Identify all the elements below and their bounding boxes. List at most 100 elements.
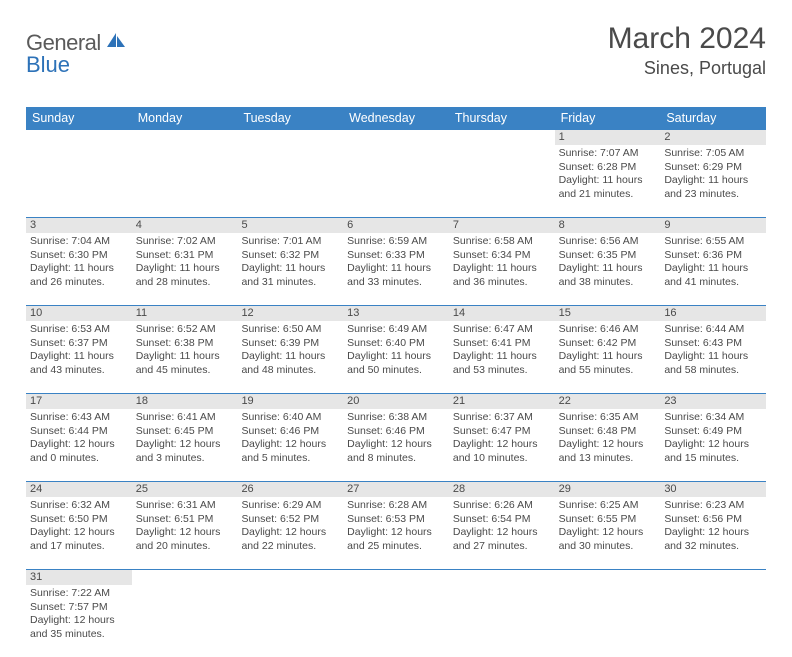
day-day2: and 53 minutes. bbox=[453, 364, 551, 378]
day-sunrise: Sunrise: 6:44 AM bbox=[664, 323, 762, 337]
day-cell: Sunrise: 6:52 AMSunset: 6:38 PMDaylight:… bbox=[132, 321, 238, 393]
day-cell: Sunrise: 6:58 AMSunset: 6:34 PMDaylight:… bbox=[449, 233, 555, 305]
day-day2: and 0 minutes. bbox=[30, 452, 128, 466]
day-cell: Sunrise: 6:35 AMSunset: 6:48 PMDaylight:… bbox=[555, 409, 661, 481]
day-day2: and 28 minutes. bbox=[136, 276, 234, 290]
day-day2: and 32 minutes. bbox=[664, 540, 762, 554]
day-number: 4 bbox=[132, 218, 238, 233]
day-day2: and 17 minutes. bbox=[30, 540, 128, 554]
day-day1: Daylight: 11 hours bbox=[453, 350, 551, 364]
day-number: 17 bbox=[26, 394, 132, 409]
day-day2: and 25 minutes. bbox=[347, 540, 445, 554]
day-number: 20 bbox=[343, 394, 449, 409]
day-day2: and 38 minutes. bbox=[559, 276, 657, 290]
day-day1: Daylight: 12 hours bbox=[559, 438, 657, 452]
day-sunrise: Sunrise: 6:52 AM bbox=[136, 323, 234, 337]
daynum-row: 3456789 bbox=[26, 218, 766, 233]
day-number bbox=[660, 570, 766, 585]
day-cell: Sunrise: 7:07 AMSunset: 6:28 PMDaylight:… bbox=[555, 145, 661, 217]
day-day1: Daylight: 11 hours bbox=[664, 262, 762, 276]
day-day1: Daylight: 11 hours bbox=[453, 262, 551, 276]
sail-icon bbox=[105, 32, 127, 55]
day-cell bbox=[660, 585, 766, 657]
day-number bbox=[449, 130, 555, 145]
week-row: Sunrise: 6:32 AMSunset: 6:50 PMDaylight:… bbox=[26, 497, 766, 570]
day-sunset: Sunset: 6:33 PM bbox=[347, 249, 445, 263]
day-day1: Daylight: 12 hours bbox=[453, 526, 551, 540]
day-day1: Daylight: 11 hours bbox=[664, 350, 762, 364]
day-sunset: Sunset: 6:44 PM bbox=[30, 425, 128, 439]
day-number: 18 bbox=[132, 394, 238, 409]
day-day2: and 15 minutes. bbox=[664, 452, 762, 466]
day-number: 31 bbox=[26, 570, 132, 585]
day-number bbox=[237, 570, 343, 585]
day-day2: and 23 minutes. bbox=[664, 188, 762, 202]
day-sunrise: Sunrise: 6:49 AM bbox=[347, 323, 445, 337]
day-day2: and 36 minutes. bbox=[453, 276, 551, 290]
day-day1: Daylight: 11 hours bbox=[559, 174, 657, 188]
day-cell bbox=[449, 585, 555, 657]
day-cell: Sunrise: 6:37 AMSunset: 6:47 PMDaylight:… bbox=[449, 409, 555, 481]
day-sunrise: Sunrise: 6:37 AM bbox=[453, 411, 551, 425]
calendar: SundayMondayTuesdayWednesdayThursdayFrid… bbox=[26, 107, 766, 657]
day-day1: Daylight: 12 hours bbox=[347, 438, 445, 452]
day-sunrise: Sunrise: 6:26 AM bbox=[453, 499, 551, 513]
day-number: 14 bbox=[449, 306, 555, 321]
daynum-row: 31 bbox=[26, 570, 766, 585]
day-cell: Sunrise: 6:55 AMSunset: 6:36 PMDaylight:… bbox=[660, 233, 766, 305]
day-day1: Daylight: 11 hours bbox=[347, 262, 445, 276]
day-number: 30 bbox=[660, 482, 766, 497]
day-sunset: Sunset: 6:30 PM bbox=[30, 249, 128, 263]
day-number bbox=[343, 570, 449, 585]
day-cell: Sunrise: 7:04 AMSunset: 6:30 PMDaylight:… bbox=[26, 233, 132, 305]
day-number: 8 bbox=[555, 218, 661, 233]
day-sunset: Sunset: 6:49 PM bbox=[664, 425, 762, 439]
day-sunset: Sunset: 6:56 PM bbox=[664, 513, 762, 527]
day-cell: Sunrise: 6:50 AMSunset: 6:39 PMDaylight:… bbox=[237, 321, 343, 393]
day-sunrise: Sunrise: 6:50 AM bbox=[241, 323, 339, 337]
day-number: 23 bbox=[660, 394, 766, 409]
day-number bbox=[132, 130, 238, 145]
day-cell: Sunrise: 6:46 AMSunset: 6:42 PMDaylight:… bbox=[555, 321, 661, 393]
day-cell: Sunrise: 6:53 AMSunset: 6:37 PMDaylight:… bbox=[26, 321, 132, 393]
day-day2: and 30 minutes. bbox=[559, 540, 657, 554]
day-cell bbox=[343, 145, 449, 217]
day-sunrise: Sunrise: 6:59 AM bbox=[347, 235, 445, 249]
day-day2: and 33 minutes. bbox=[347, 276, 445, 290]
day-cell: Sunrise: 6:31 AMSunset: 6:51 PMDaylight:… bbox=[132, 497, 238, 569]
day-day1: Daylight: 12 hours bbox=[30, 614, 128, 628]
brand-part2: Blue bbox=[26, 52, 70, 78]
day-day1: Daylight: 12 hours bbox=[30, 526, 128, 540]
day-cell: Sunrise: 6:32 AMSunset: 6:50 PMDaylight:… bbox=[26, 497, 132, 569]
day-cell: Sunrise: 6:59 AMSunset: 6:33 PMDaylight:… bbox=[343, 233, 449, 305]
day-day2: and 35 minutes. bbox=[30, 628, 128, 642]
day-day2: and 20 minutes. bbox=[136, 540, 234, 554]
day-cell: Sunrise: 6:28 AMSunset: 6:53 PMDaylight:… bbox=[343, 497, 449, 569]
day-day1: Daylight: 12 hours bbox=[559, 526, 657, 540]
day-sunset: Sunset: 6:51 PM bbox=[136, 513, 234, 527]
day-cell: Sunrise: 6:44 AMSunset: 6:43 PMDaylight:… bbox=[660, 321, 766, 393]
week-row: Sunrise: 7:04 AMSunset: 6:30 PMDaylight:… bbox=[26, 233, 766, 306]
day-day2: and 48 minutes. bbox=[241, 364, 339, 378]
day-day2: and 41 minutes. bbox=[664, 276, 762, 290]
day-day1: Daylight: 11 hours bbox=[347, 350, 445, 364]
day-sunset: Sunset: 6:41 PM bbox=[453, 337, 551, 351]
day-sunset: Sunset: 6:42 PM bbox=[559, 337, 657, 351]
day-cell: Sunrise: 6:29 AMSunset: 6:52 PMDaylight:… bbox=[237, 497, 343, 569]
day-sunset: Sunset: 6:37 PM bbox=[30, 337, 128, 351]
day-cell bbox=[237, 585, 343, 657]
day-number: 22 bbox=[555, 394, 661, 409]
day-sunrise: Sunrise: 6:29 AM bbox=[241, 499, 339, 513]
day-sunset: Sunset: 6:35 PM bbox=[559, 249, 657, 263]
day-number bbox=[343, 130, 449, 145]
day-day2: and 13 minutes. bbox=[559, 452, 657, 466]
day-day1: Daylight: 11 hours bbox=[664, 174, 762, 188]
day-sunset: Sunset: 6:31 PM bbox=[136, 249, 234, 263]
day-sunrise: Sunrise: 7:02 AM bbox=[136, 235, 234, 249]
day-day1: Daylight: 12 hours bbox=[136, 438, 234, 452]
day-sunrise: Sunrise: 6:25 AM bbox=[559, 499, 657, 513]
day-cell: Sunrise: 6:25 AMSunset: 6:55 PMDaylight:… bbox=[555, 497, 661, 569]
day-day1: Daylight: 11 hours bbox=[241, 350, 339, 364]
day-day2: and 31 minutes. bbox=[241, 276, 339, 290]
day-cell: Sunrise: 6:56 AMSunset: 6:35 PMDaylight:… bbox=[555, 233, 661, 305]
